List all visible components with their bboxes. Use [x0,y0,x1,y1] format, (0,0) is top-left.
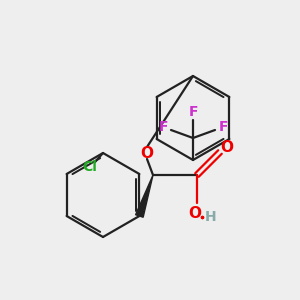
Polygon shape [136,175,153,217]
Text: H: H [205,210,217,224]
Text: Cl: Cl [82,160,98,174]
Text: O: O [188,206,202,220]
Text: F: F [158,120,168,134]
Text: O: O [220,140,233,155]
Text: F: F [188,105,198,119]
Text: F: F [218,120,228,134]
Text: O: O [140,146,154,160]
